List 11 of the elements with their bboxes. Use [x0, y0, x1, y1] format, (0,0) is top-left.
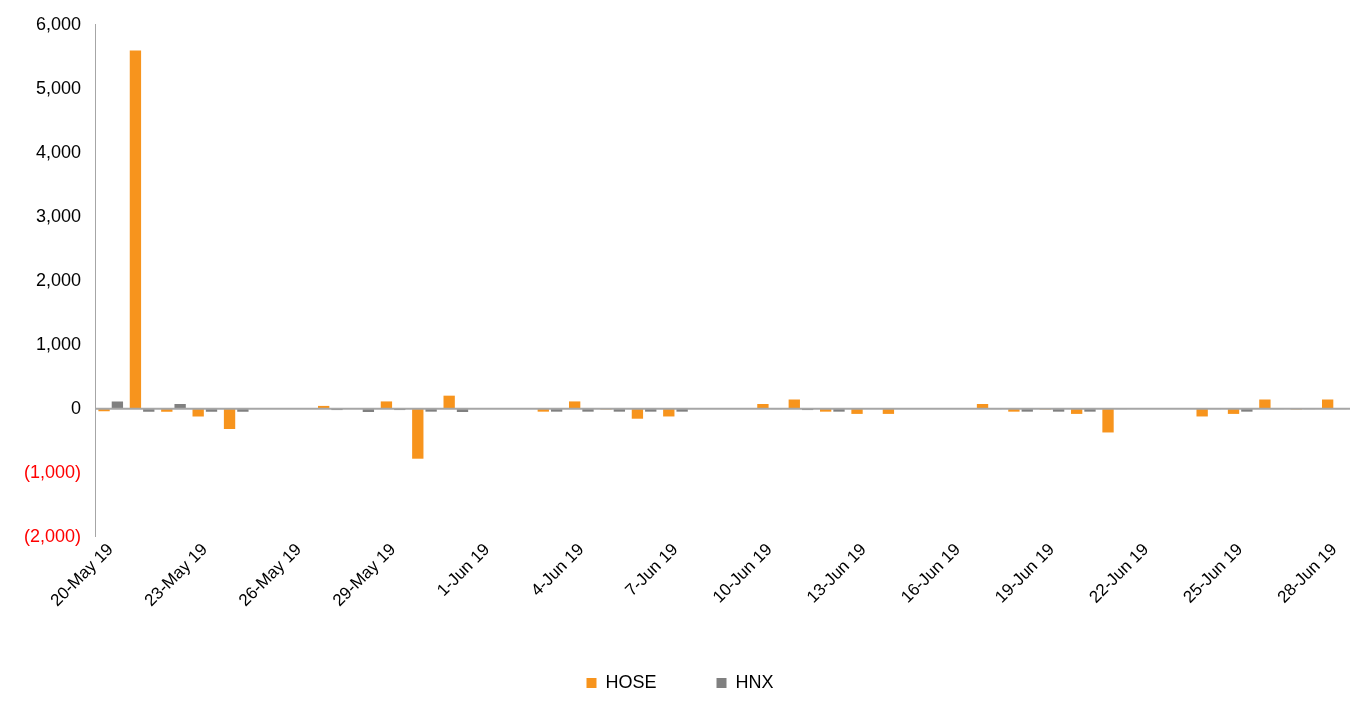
y-tick-label: 1,000 [35, 333, 82, 354]
y-tick-label: 0 [71, 397, 82, 418]
y-tick-label: 2,000 [35, 269, 82, 290]
legend-label: HOSE [605, 671, 657, 692]
y-tick-label: (1,000) [23, 461, 82, 482]
y-tick-label: 6,000 [35, 13, 82, 34]
y-tick-label: 5,000 [35, 77, 82, 98]
legend-label: HNX [735, 671, 774, 692]
y-tick-label: (2,000) [23, 525, 82, 546]
y-tick-label: 4,000 [35, 141, 82, 162]
y-tick-label: 3,000 [35, 205, 82, 226]
